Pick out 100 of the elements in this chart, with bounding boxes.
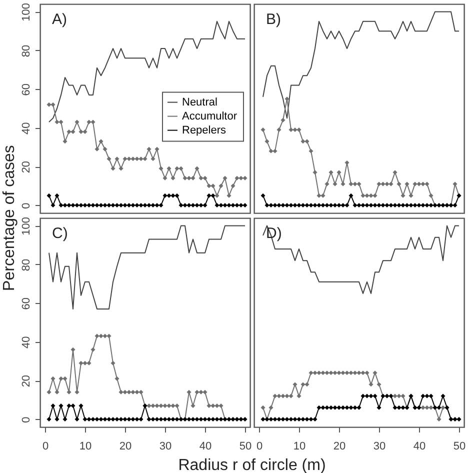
point (66, 403, 72, 408)
point (166, 403, 172, 408)
point (166, 193, 172, 198)
point (98, 334, 104, 338)
point (288, 394, 294, 398)
text: C) (52, 225, 68, 242)
point (272, 148, 278, 154)
point (162, 176, 168, 180)
point (440, 394, 446, 398)
point (102, 334, 108, 338)
point (296, 394, 302, 398)
point (324, 370, 330, 376)
point (210, 403, 216, 408)
point (340, 370, 346, 376)
point (372, 370, 378, 376)
point (300, 382, 306, 387)
point (122, 390, 128, 394)
point (166, 166, 172, 171)
point (264, 139, 270, 144)
point (392, 405, 398, 410)
point (364, 370, 370, 376)
point (452, 182, 458, 186)
point (340, 405, 346, 410)
y-tick-label: 60 (20, 298, 32, 310)
point (94, 334, 100, 338)
point (396, 405, 402, 410)
point (114, 376, 120, 381)
point (106, 156, 112, 162)
point (58, 120, 64, 124)
point (324, 182, 330, 186)
point (336, 405, 342, 410)
point (428, 193, 434, 198)
point (352, 370, 358, 376)
point (368, 382, 374, 387)
y-tick-label: 20 (20, 374, 32, 388)
point (336, 370, 342, 376)
point (388, 182, 394, 186)
point (312, 370, 318, 376)
point (82, 360, 88, 366)
x-tick-label: 30 (373, 440, 386, 452)
point (380, 182, 386, 186)
point (356, 182, 362, 186)
y-tick-label: 60 (20, 84, 32, 96)
point (238, 176, 244, 180)
point (424, 182, 430, 186)
point (316, 193, 322, 198)
point (360, 394, 366, 398)
point (292, 128, 298, 132)
x-tick-label: 50 (453, 440, 466, 452)
point (344, 160, 350, 165)
point (234, 176, 240, 180)
y-axis-title: Percentage of cases (1, 145, 19, 291)
point (134, 390, 140, 394)
point (54, 120, 60, 124)
point (50, 403, 56, 408)
point (288, 128, 294, 132)
point (344, 405, 350, 410)
point (206, 193, 212, 198)
point (94, 146, 100, 152)
point (58, 376, 64, 381)
x-tick-label: 40 (413, 440, 426, 452)
point (280, 394, 286, 398)
point (352, 405, 358, 410)
point (308, 370, 314, 376)
point (332, 405, 338, 410)
point (162, 193, 168, 198)
point (428, 405, 434, 410)
point (360, 370, 366, 376)
y-tick-label: 20 (20, 160, 32, 174)
point (364, 193, 370, 198)
point (348, 182, 354, 186)
point (324, 405, 330, 410)
point (222, 176, 228, 180)
point (110, 166, 116, 171)
point (348, 193, 354, 198)
point (142, 156, 148, 162)
x-tick-label: 0 (256, 440, 263, 452)
point (78, 129, 84, 134)
point (392, 170, 398, 175)
point (146, 403, 152, 408)
point (174, 403, 180, 408)
point (420, 182, 426, 186)
point (308, 148, 314, 154)
point (372, 193, 378, 198)
point (320, 193, 326, 198)
point (304, 139, 310, 144)
point (218, 403, 224, 408)
point (400, 193, 406, 198)
text: B) (266, 11, 282, 28)
x-tick-label: 20 (119, 440, 132, 452)
point (230, 184, 236, 188)
point (260, 193, 266, 198)
point (90, 120, 96, 124)
point (194, 390, 200, 394)
point (276, 128, 282, 132)
point (296, 128, 302, 132)
point (320, 405, 326, 410)
point (396, 394, 402, 398)
x-tick-label: 20 (333, 440, 346, 452)
point (214, 193, 220, 198)
